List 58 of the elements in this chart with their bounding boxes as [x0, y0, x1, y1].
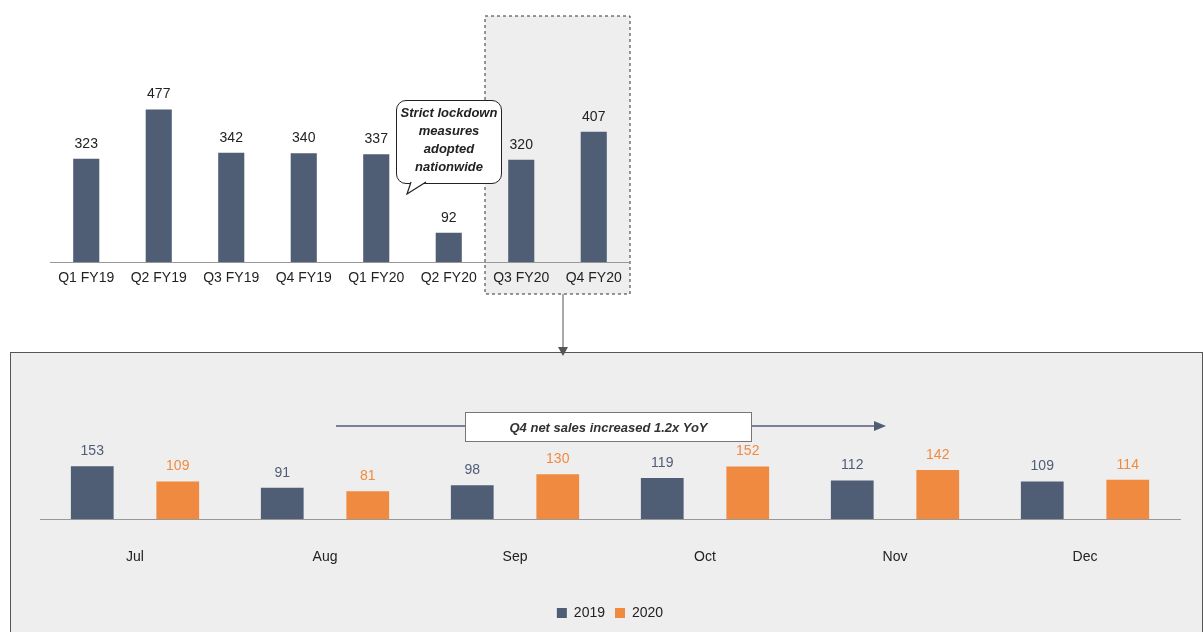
data-label: 98 [464, 461, 481, 478]
bar [508, 159, 535, 263]
data-label: 323 [74, 134, 99, 151]
x-tick-label: Q3 FY20 [493, 269, 550, 286]
annotation: Strict lockdown measures adopted nationwide [400, 104, 498, 176]
data-label: 337 [364, 130, 389, 147]
data-label: 91 [274, 463, 291, 480]
x-tick-label: Q1 FY20 [348, 269, 405, 286]
bar [363, 154, 390, 263]
text: Q4 net sales increased 1.2x YoY [465, 412, 752, 442]
bar [435, 232, 462, 263]
bar [1106, 479, 1150, 520]
data-label: 152 [736, 442, 760, 459]
x-tick-label: Q3 FY19 [203, 269, 260, 286]
legend-label: 2019 [573, 603, 606, 620]
bar [450, 485, 494, 520]
bar [580, 131, 607, 263]
data-label: 130 [546, 450, 570, 467]
x-tick-label: Q2 FY19 [130, 269, 187, 286]
bar [73, 158, 100, 263]
x-tick-label: Jul [126, 548, 144, 565]
data-label: 112 [841, 456, 864, 473]
data-label: 477 [147, 85, 171, 102]
bar [640, 478, 684, 520]
bar [536, 474, 580, 520]
bar [346, 491, 390, 520]
bar [70, 466, 114, 520]
bar [726, 466, 770, 520]
bar [260, 487, 304, 520]
bar [290, 153, 317, 263]
legend-label: 2020 [632, 603, 664, 620]
data-label: 340 [292, 129, 316, 146]
data-label: 407 [582, 107, 606, 124]
x-tick-label: Dec [1072, 548, 1098, 565]
bar [218, 152, 245, 263]
x-tick-label: Q4 FY20 [565, 269, 622, 286]
data-label: 114 [1116, 455, 1140, 472]
bar [156, 481, 200, 520]
bar [1020, 481, 1064, 520]
x-tick-label: Q2 FY20 [420, 269, 477, 286]
data-label: 119 [651, 453, 674, 470]
x-tick-label: Oct [694, 548, 716, 565]
bar [916, 470, 960, 520]
data-label: 81 [359, 467, 376, 484]
data-label: 342 [219, 128, 244, 145]
data-label: 320 [509, 135, 534, 152]
data-label: 109 [166, 457, 190, 474]
data-label: 92 [440, 208, 457, 225]
x-tick-label: Q1 FY19 [58, 269, 115, 286]
x-tick-label: Q4 FY19 [275, 269, 332, 286]
x-tick-label: Nov [882, 548, 908, 565]
bar [830, 480, 874, 520]
data-label: 153 [80, 442, 105, 459]
data-label: 109 [1030, 457, 1055, 474]
x-tick-label: Sep [502, 548, 528, 565]
bar [145, 109, 172, 263]
data-label: 142 [926, 445, 950, 462]
x-tick-label: Aug [312, 548, 338, 565]
